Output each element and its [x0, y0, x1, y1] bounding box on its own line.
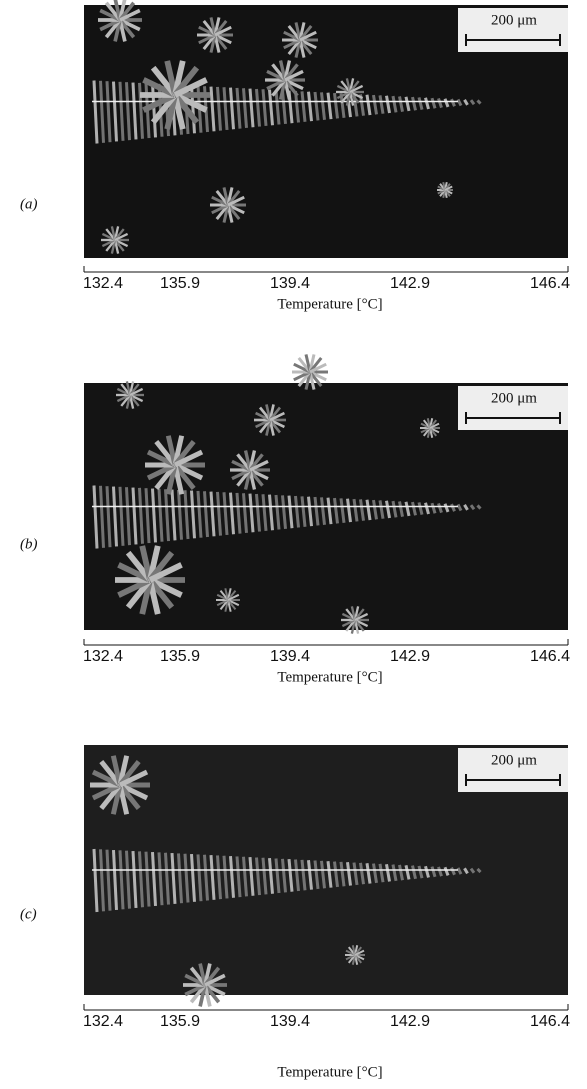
tick-label: 132.4: [83, 648, 123, 665]
panel-label: (a): [20, 196, 38, 212]
tick-label: 132.4: [83, 1013, 123, 1030]
tick-label: 135.9: [160, 275, 200, 292]
tick-label: 146.4: [530, 648, 570, 665]
axis-label: Temperature [°C]: [277, 669, 382, 685]
crystal-streak: [478, 869, 481, 872]
panel-label: (c): [20, 906, 37, 922]
tick-label: 142.9: [390, 275, 430, 292]
tick-label: 135.9: [160, 648, 200, 665]
scale-bar-label: 200 μm: [491, 390, 537, 406]
tick-label: 132.4: [83, 275, 123, 292]
tick-label: 142.9: [390, 648, 430, 665]
scale-bar-label: 200 μm: [491, 752, 537, 768]
crystal-streak: [478, 100, 481, 103]
panel: 200 μm (c) 132.4 135.9 139.4 142.9 146.4 Temper…: [20, 745, 570, 1080]
tick-label: 146.4: [530, 275, 570, 292]
tick-label: 139.4: [270, 275, 310, 292]
tick-label: 139.4: [270, 1013, 310, 1030]
tick-label: 135.9: [160, 1013, 200, 1030]
tick-label: 142.9: [390, 1013, 430, 1030]
figure: 200 μm (a) 132.4 135.9 139.4 142.9 146.4 Temper…: [0, 0, 587, 1089]
tick-label: 139.4: [270, 648, 310, 665]
panel: 200 μm (a) 132.4 135.9 139.4 142.9 146.4 Temper…: [20, 0, 570, 312]
axis-label: Temperature [°C]: [277, 296, 382, 312]
scale-bar-label: 200 μm: [491, 12, 537, 28]
panel-label: (b): [20, 536, 38, 552]
axis-label: Temperature [°C]: [277, 1064, 382, 1080]
panel: 200 μm (b) 132.4 135.9 139.4 142.9 146.4 Temper…: [20, 354, 570, 685]
crystal-streak: [478, 505, 481, 508]
tick-label: 146.4: [530, 1013, 570, 1030]
